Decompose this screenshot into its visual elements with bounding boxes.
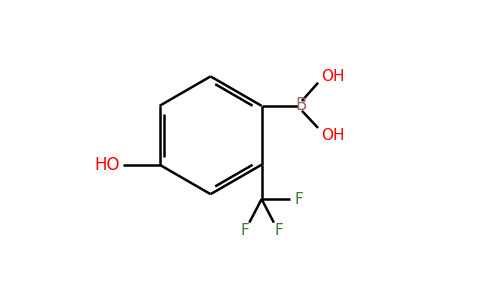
Text: F: F [295,192,304,207]
Text: F: F [274,223,283,238]
Text: OH: OH [321,69,345,84]
Text: B: B [295,96,306,114]
Text: HO: HO [94,156,120,174]
Text: F: F [240,223,249,238]
Text: OH: OH [321,128,345,143]
